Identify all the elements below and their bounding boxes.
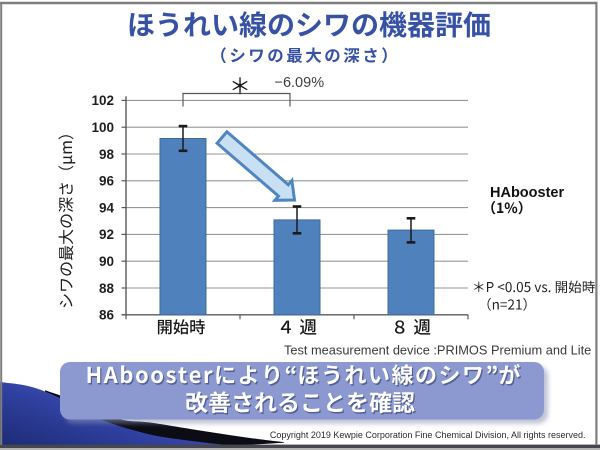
svg-text:86: 86 bbox=[99, 308, 115, 323]
svg-text:HAbooster: HAbooster bbox=[490, 185, 564, 201]
svg-text:96: 96 bbox=[99, 174, 115, 189]
svg-text:100: 100 bbox=[91, 120, 114, 135]
svg-text:102: 102 bbox=[91, 93, 114, 108]
svg-text:94: 94 bbox=[99, 200, 115, 215]
svg-text:Test measurement device :PRIMO: Test measurement device :PRIMOS Premium … bbox=[284, 343, 591, 358]
svg-text:88: 88 bbox=[99, 281, 115, 296]
svg-text:−6.09%: −6.09% bbox=[275, 75, 325, 91]
svg-text:90: 90 bbox=[99, 254, 114, 269]
svg-text:92: 92 bbox=[99, 227, 114, 242]
svg-text:Copyright 2019 Kewpie Corporat: Copyright 2019 Kewpie Corporation Fine C… bbox=[270, 430, 586, 440]
svg-text:98: 98 bbox=[99, 147, 115, 162]
